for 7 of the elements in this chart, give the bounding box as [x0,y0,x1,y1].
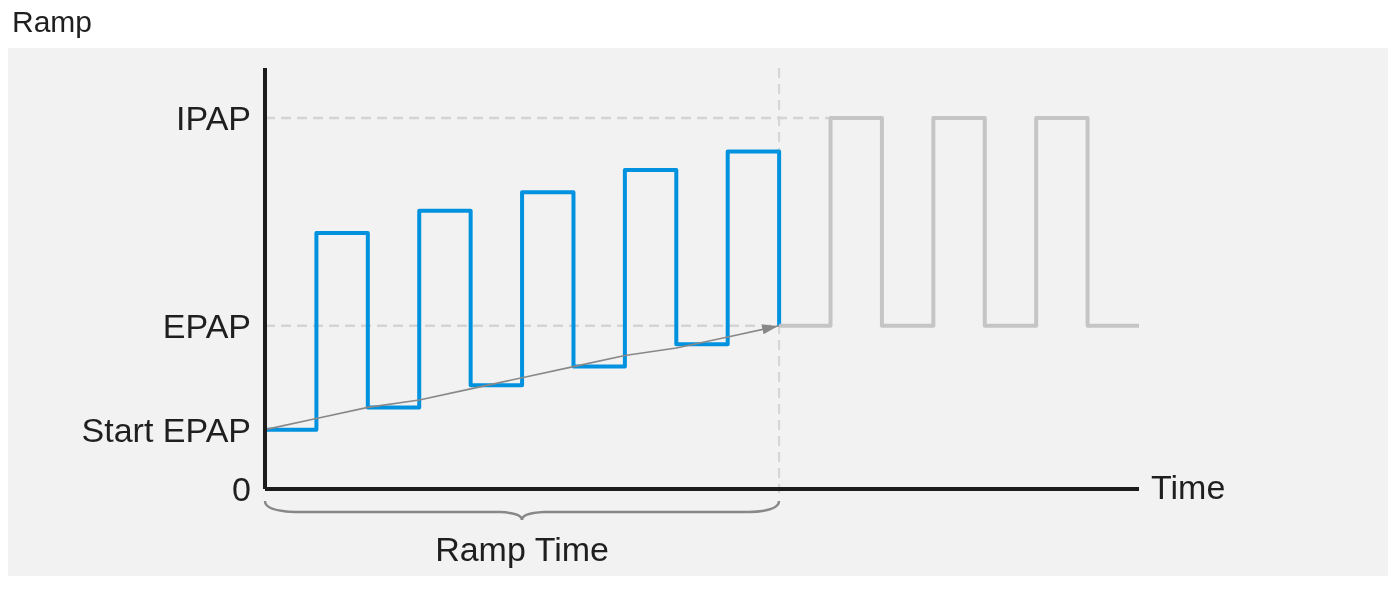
text: Start EPAP [81,410,251,449]
text: Ramp Time [434,530,610,568]
chart-title: Ramp [11,4,94,40]
x-axis-title: Time [1151,468,1226,506]
ref-line-label: IPAP [176,99,251,138]
ref-line-label: EPAP [162,306,251,345]
text: 0 [232,470,251,508]
